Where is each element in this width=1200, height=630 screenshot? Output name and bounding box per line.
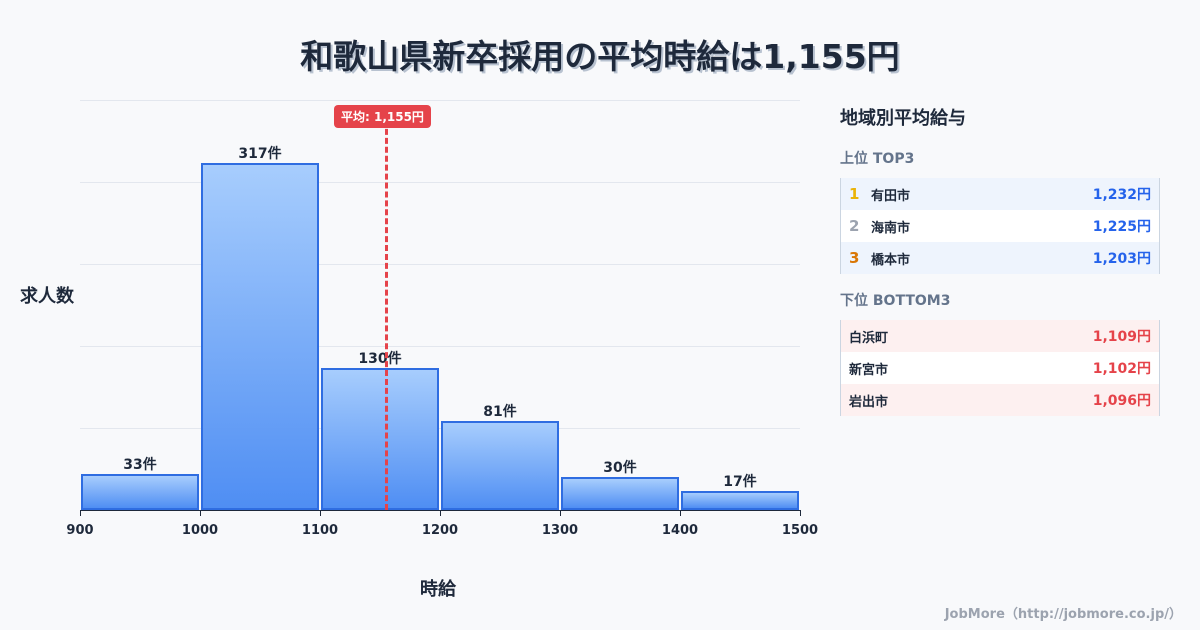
salary-value: 1,225円	[1092, 219, 1151, 235]
gridline	[80, 100, 800, 101]
city-name: 新宮市	[849, 362, 889, 378]
x-tick	[560, 510, 561, 516]
bar-value-label: 317件	[238, 146, 282, 163]
x-tick-label: 1500	[781, 523, 819, 538]
top-section-title: 上位 TOP3	[840, 151, 915, 167]
histogram-bar	[441, 421, 559, 510]
x-tick-label: 1200	[421, 523, 459, 538]
histogram-bar	[561, 477, 679, 510]
bar-value-label: 130件	[358, 350, 402, 367]
bottom-ranking-list: 白浜町 1,109円 新宮市 1,102円 岩出市 1,096円	[840, 320, 1160, 416]
mean-line	[384, 120, 388, 510]
salary-value: 1,096円	[1092, 393, 1151, 409]
list-item: 3 橋本市 1,203円	[841, 242, 1159, 274]
bar-value-label: 33件	[123, 456, 157, 473]
rank-number: 2	[849, 217, 860, 235]
city-name: 白浜町	[849, 330, 889, 346]
list-item: 新宮市 1,102円	[841, 352, 1159, 384]
y-axis-label: 求人数	[20, 286, 74, 307]
source-credit: JobMore（http://jobmore.co.jp/）	[944, 607, 1182, 622]
histogram-bar	[321, 367, 439, 510]
salary-value: 1,109円	[1092, 329, 1151, 345]
gridline	[80, 346, 800, 347]
top-ranking-list: 1 有田市 1,232円 2 海南市 1,225円 3 橋本市 1,203円	[840, 178, 1160, 274]
histogram-bar	[681, 491, 799, 510]
gridline	[80, 182, 800, 183]
histogram-bar	[81, 473, 199, 510]
x-tick	[200, 510, 201, 516]
gridline	[80, 428, 800, 429]
city-name: 橋本市	[871, 252, 911, 268]
salary-value: 1,102円	[1092, 361, 1151, 377]
x-tick-label: 1400	[661, 523, 699, 538]
mean-badge: 平均: 1,155円	[334, 105, 431, 128]
x-tick	[440, 510, 441, 516]
x-tick-label: 900	[66, 523, 94, 538]
bottom-section-title: 下位 BOTTOM3	[840, 293, 951, 309]
list-item: 1 有田市 1,232円	[841, 178, 1159, 210]
x-tick	[680, 510, 681, 516]
bar-value-label: 17件	[723, 474, 757, 491]
x-tick	[800, 510, 801, 516]
x-tick-label: 1000	[181, 523, 219, 538]
city-name: 岩出市	[849, 394, 889, 410]
x-tick-label: 1300	[541, 523, 579, 538]
gridline	[80, 264, 800, 265]
regional-salary-panel: 地域別平均給与 上位 TOP3 1 有田市 1,232円 2 海南市 1,225…	[840, 104, 1160, 416]
page-title: 和歌山県新卒採用の平均時給は1,155円	[300, 37, 900, 76]
salary-value: 1,232円	[1092, 187, 1151, 203]
salary-value: 1,203円	[1092, 251, 1151, 267]
list-item: 2 海南市 1,225円	[841, 210, 1159, 242]
list-item: 岩出市 1,096円	[841, 384, 1159, 416]
bar-value-label: 81件	[483, 404, 517, 421]
list-item: 白浜町 1,109円	[841, 320, 1159, 352]
rank-number: 1	[849, 185, 860, 203]
bar-value-label: 30件	[603, 460, 637, 477]
histogram-bar	[201, 163, 319, 510]
histogram-chart: 33件 317件 130件 81件 30件 17件 900 1000 1100 1200 1300…	[66, 100, 818, 538]
x-axis-label: 時給	[420, 579, 456, 600]
x-tick-label: 1100	[301, 523, 339, 538]
x-tick	[320, 510, 321, 516]
x-tick	[80, 510, 81, 516]
rank-number: 3	[849, 249, 860, 267]
city-name: 海南市	[871, 220, 911, 236]
city-name: 有田市	[871, 188, 911, 204]
panel-title: 地域別平均給与	[840, 108, 966, 129]
